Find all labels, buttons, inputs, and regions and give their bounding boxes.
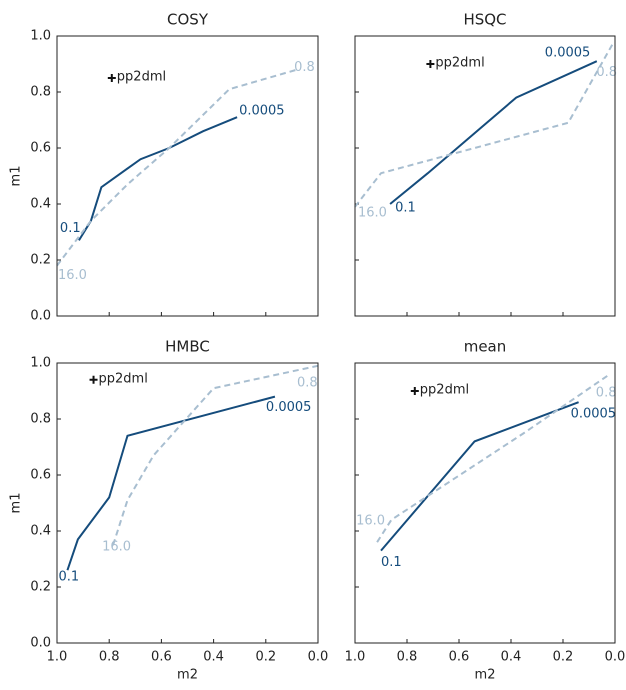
end-label: 0.8 (596, 65, 617, 80)
y-tick-label: 0.6 (30, 468, 51, 483)
series-line (78, 116, 238, 241)
start-label: 16.0 (102, 540, 131, 555)
end-label: 0.8 (294, 60, 315, 75)
point-marker (410, 387, 419, 395)
subplot-title: mean (464, 338, 507, 356)
start-label: 16.0 (358, 205, 387, 220)
plot-frame (354, 35, 616, 317)
y-tick-label: 0.2 (30, 580, 51, 595)
y-tick-label: 0.8 (30, 412, 51, 427)
start-label: 0.1 (60, 221, 81, 236)
point-marker (107, 74, 116, 82)
series-line (376, 373, 611, 543)
series-line (56, 68, 298, 267)
series-line (389, 60, 598, 205)
y-tick-label: 0.0 (30, 309, 51, 324)
point-label: pp2dml (420, 383, 469, 398)
point-marker (89, 375, 98, 384)
plot-frame (56, 35, 319, 317)
start-label: 0.1 (381, 555, 402, 570)
end-label: 0.8 (596, 386, 617, 401)
x-tick-label: 0.4 (501, 650, 522, 665)
point-label: pp2dml (435, 56, 484, 71)
subplot-title: HSQC (463, 11, 506, 29)
x-tick-label: 0.2 (553, 650, 574, 665)
x-tick-label: 1.0 (345, 650, 366, 665)
x-tick-label: 0.0 (308, 650, 329, 665)
end-label: 0.0005 (571, 407, 617, 422)
subplot-title: HMBC (165, 338, 210, 356)
x-tick-label: 0.8 (99, 650, 120, 665)
x-axis-label: m2 (475, 668, 496, 683)
point-marker (426, 60, 435, 68)
y-axis-label: m1 (9, 166, 24, 187)
start-label: 16.0 (356, 514, 385, 529)
end-label: 0.0005 (266, 400, 312, 415)
y-tick-label: 1.0 (30, 356, 51, 371)
point-label: pp2dml (99, 371, 148, 386)
x-tick-label: 0.2 (255, 650, 276, 665)
y-tick-label: 0.2 (30, 253, 51, 268)
y-tick-label: 0.8 (30, 85, 51, 100)
y-tick-label: 0.4 (30, 197, 51, 212)
start-label: 0.1 (58, 570, 79, 585)
plot-frame (56, 362, 319, 644)
x-tick-label: 0.6 (151, 650, 172, 665)
x-tick-label: 0.8 (397, 650, 418, 665)
series-line (354, 43, 614, 208)
start-label: 0.1 (395, 201, 416, 216)
y-axis-label: m1 (9, 493, 24, 514)
x-tick-label: 0.4 (203, 650, 224, 665)
series-line (380, 401, 579, 552)
x-axis-label: m2 (177, 668, 198, 683)
plot-frame (354, 362, 616, 644)
start-label: 16.0 (58, 268, 87, 283)
y-tick-label: 1.0 (30, 29, 51, 44)
end-label: 0.8 (297, 375, 318, 390)
end-label: 0.0005 (239, 104, 285, 119)
point-label: pp2dml (117, 70, 166, 85)
subplot-title: COSY (167, 11, 209, 29)
x-tick-label: 0.0 (605, 650, 626, 665)
y-tick-label: 0.6 (30, 141, 51, 156)
series-line (66, 395, 276, 571)
series-line (112, 364, 319, 546)
y-tick-label: 0.0 (30, 636, 51, 651)
x-tick-label: 1.0 (47, 650, 68, 665)
x-tick-label: 0.6 (449, 650, 470, 665)
y-tick-label: 0.4 (30, 524, 51, 539)
end-label: 0.0005 (545, 46, 591, 61)
